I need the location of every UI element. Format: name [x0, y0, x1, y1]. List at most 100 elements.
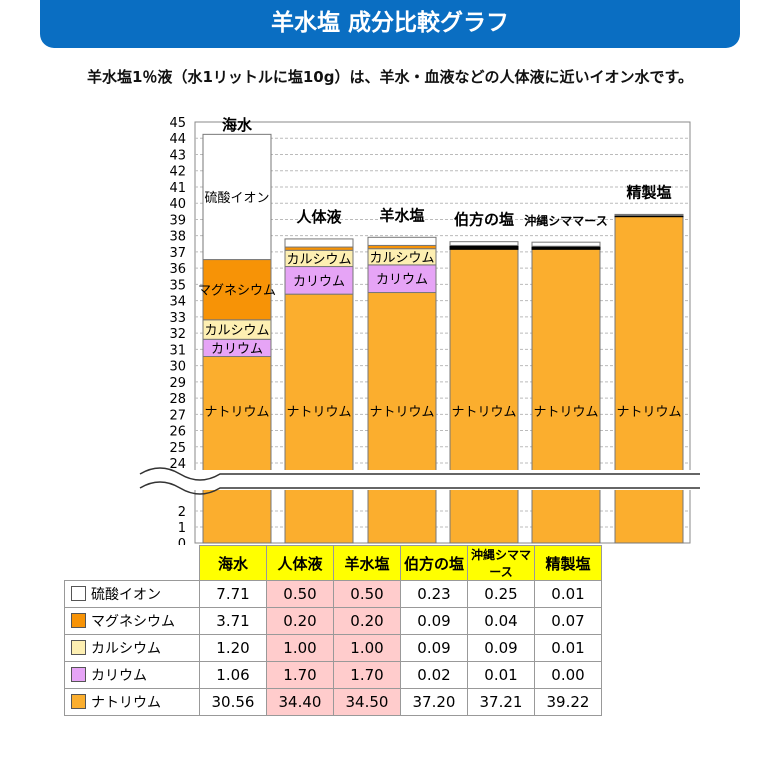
row-label: ナトリウム — [91, 695, 161, 711]
row-label: 硫酸イオン — [91, 587, 161, 603]
segment-label: マグネシウム — [198, 284, 276, 299]
table-row: カリウム 1.06 1.70 1.70 0.02 0.01 0.00 — [64, 661, 602, 689]
y-tick-label: 2 — [178, 505, 186, 520]
legend-swatch — [71, 694, 86, 709]
segment-label: カリウム — [293, 274, 345, 289]
table-cell: 0.20 — [266, 607, 334, 635]
table-cell: 1.20 — [199, 634, 267, 662]
table-cell: 1.00 — [266, 634, 334, 662]
table-cell: 34.50 — [333, 688, 401, 716]
bar-segment — [367, 236, 437, 246]
table-cell: 3.71 — [199, 607, 267, 635]
segment-label: カルシウム — [286, 252, 351, 267]
legend-swatch — [71, 613, 86, 628]
y-tick-label: 26 — [169, 425, 186, 440]
segment-label: カルシウム — [369, 251, 434, 266]
bar-title: 伯方の塩 — [454, 211, 514, 229]
bar-segment — [202, 133, 272, 261]
segment-label: ナトリウム — [533, 405, 598, 420]
y-tick-label: 30 — [169, 360, 186, 375]
bar-title: 羊水塩 — [379, 206, 424, 224]
row-label: カリウム — [91, 668, 147, 684]
bar-segment — [367, 292, 437, 544]
segment-label: ナトリウム — [616, 405, 681, 420]
y-tick-label: 28 — [169, 392, 186, 407]
bar-segment — [202, 259, 272, 321]
table-header: 伯方の塩 — [400, 545, 468, 581]
table-row: カルシウム 1.20 1.00 1.00 0.09 0.09 0.01 — [64, 634, 602, 662]
bar-segment — [284, 266, 354, 295]
data-table: 海水 人体液 羊水塩 伯方の塩 沖縄シママース 精製塩 硫酸イオン 7.71 0.50 0.50 0… — [64, 545, 602, 716]
table-cell: 1.70 — [333, 661, 401, 689]
y-tick-label: 40 — [169, 197, 186, 212]
y-tick-label: 33 — [169, 311, 186, 326]
y-tick-label: 25 — [169, 441, 186, 456]
y-tick-label: 45 — [169, 116, 186, 131]
bar-title: 精製塩 — [626, 183, 671, 201]
bar-segment — [202, 356, 272, 544]
table-cell: 0.50 — [266, 580, 334, 608]
y-tick-label: 43 — [169, 148, 186, 163]
y-tick-label: 41 — [169, 181, 186, 196]
table-cell: 0.02 — [400, 661, 468, 689]
y-tick-label: 27 — [169, 408, 186, 423]
table-cell: 7.71 — [199, 580, 267, 608]
segment-label: カリウム — [211, 342, 263, 357]
table-cell: 0.50 — [333, 580, 401, 608]
y-tick-label: 32 — [169, 327, 186, 342]
y-tick-label: 39 — [169, 213, 186, 228]
bar-title: 人体液 — [296, 208, 342, 226]
row-label: カルシウム — [91, 641, 161, 657]
axis-break-line — [139, 481, 700, 495]
y-tick-label: 35 — [169, 278, 186, 293]
page-title: 羊水塩 成分比較グラフ — [40, 0, 740, 48]
y-tick-label: 31 — [169, 343, 186, 358]
legend-swatch — [71, 640, 86, 655]
table-cell: 1.00 — [333, 634, 401, 662]
y-tick-label: 42 — [169, 165, 186, 180]
table-cell: 0.07 — [534, 607, 602, 635]
table-corner — [65, 546, 200, 581]
segment-label: ナトリウム — [286, 405, 351, 420]
table-cell: 0.09 — [400, 634, 468, 662]
y-tick-label: 34 — [169, 295, 186, 310]
y-tick-label: 0 — [178, 537, 186, 545]
table-row: マグネシウム 3.71 0.20 0.20 0.09 0.04 0.07 — [64, 607, 602, 635]
segment-label: 硫酸イオン — [204, 191, 269, 206]
bar-segment — [531, 248, 601, 544]
y-tick-label: 44 — [169, 132, 186, 147]
subtitle: 羊水塩1％液（水1リットルに塩10g）は、羊水・血液などの人体液に近いイオン水で… — [87, 68, 693, 86]
bar-segment — [614, 215, 684, 544]
bar-segment — [284, 293, 354, 544]
table-cell: 34.40 — [266, 688, 334, 716]
table-cell: 37.21 — [467, 688, 535, 716]
bar-segment — [531, 241, 601, 247]
row-label: マグネシウム — [91, 614, 175, 630]
segment-label: カリウム — [376, 273, 428, 288]
legend-swatch — [71, 667, 86, 682]
axis-break-gap — [140, 470, 700, 490]
segment-label: ナトリウム — [369, 405, 434, 420]
bar-segment — [614, 213, 684, 216]
bar-segment — [449, 248, 519, 544]
y-tick-label: 37 — [169, 246, 186, 261]
y-tick-label: 36 — [169, 262, 186, 277]
y-tick-label: 29 — [169, 376, 186, 391]
table-row: 硫酸イオン 7.71 0.50 0.50 0.23 0.25 0.01 — [64, 580, 602, 608]
table-header: 海水 — [199, 545, 267, 581]
table-cell: 0.04 — [467, 607, 535, 635]
bar-segment — [367, 264, 437, 294]
bar-segment — [284, 238, 354, 248]
table-cell: 0.01 — [467, 661, 535, 689]
table-cell: 0.01 — [534, 634, 602, 662]
bar-title: 沖縄シママース — [524, 213, 607, 228]
table-cell: 0.01 — [534, 580, 602, 608]
segment-label: ナトリウム — [451, 405, 516, 420]
y-tick-label: 38 — [169, 230, 186, 245]
table-cell: 0.09 — [467, 634, 535, 662]
table-cell: 1.06 — [199, 661, 267, 689]
segment-label: ナトリウム — [204, 405, 269, 420]
table-cell: 0.23 — [400, 580, 468, 608]
y-tick-label: 1 — [178, 521, 186, 536]
